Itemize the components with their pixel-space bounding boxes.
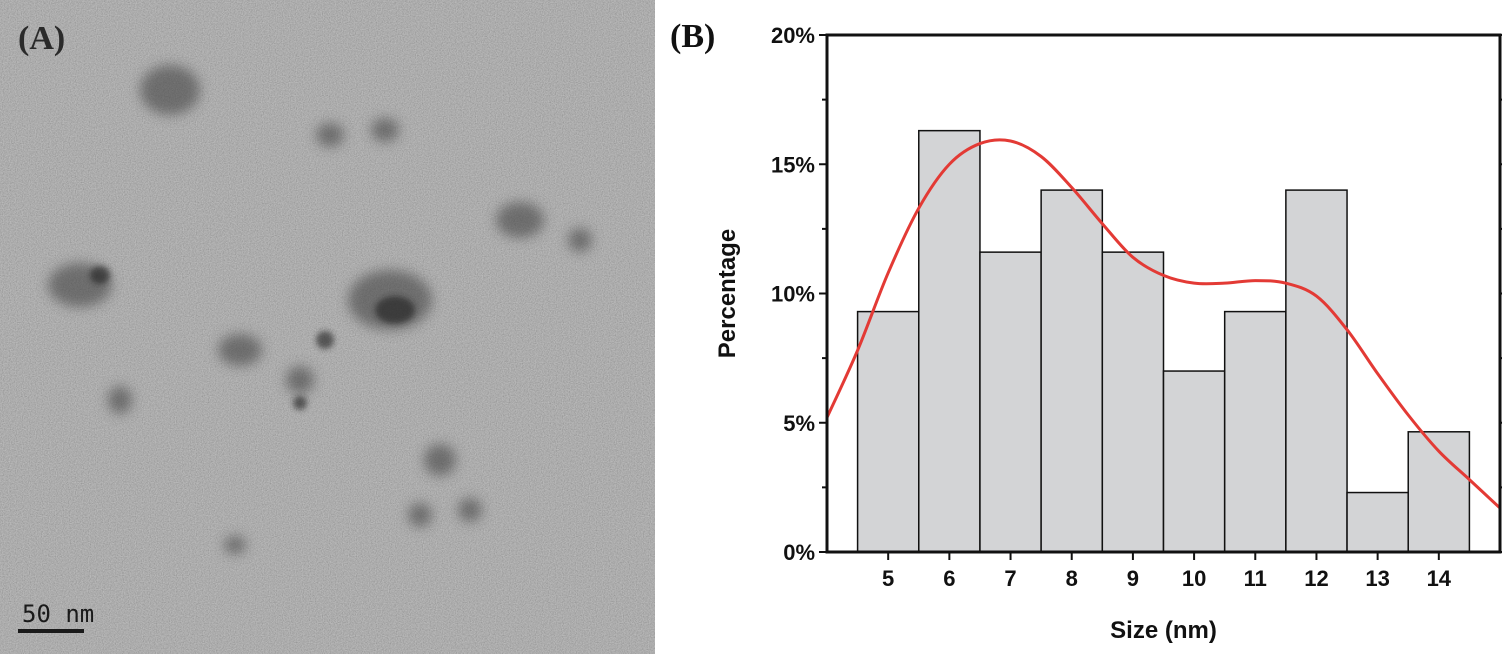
bar-5 <box>856 310 920 553</box>
x-tick-label: 8 <box>1066 566 1078 591</box>
panel-label-a: (A) <box>18 20 66 57</box>
fit-curve <box>825 138 1502 510</box>
x-tick-label: 14 <box>1427 566 1452 591</box>
y-tick-label: 5% <box>783 411 815 436</box>
x-tick-labels: 5 6 7 8 9 10 11 12 13 14 <box>882 566 1452 591</box>
x-tick-label: 7 <box>1004 566 1016 591</box>
bar-12 <box>1285 189 1348 553</box>
x-tick-label: 5 <box>882 566 894 591</box>
y-tick-label: 20% <box>771 23 815 48</box>
axis-ticks <box>819 34 1502 560</box>
bar-9 <box>1101 251 1165 553</box>
panel-label-b: (B) <box>670 18 716 55</box>
scale-bar-label: 50 nm <box>22 600 95 628</box>
histogram-chart: 0%5%10%15%20% 5 6 7 8 9 10 11 12 13 14 Size (nm) … <box>714 23 1502 644</box>
bar-8 <box>1040 189 1104 553</box>
tem-micrograph: (A) 50 nm <box>0 0 655 654</box>
x-tick-label: 6 <box>943 566 955 591</box>
y-tick-label: 0% <box>783 540 815 565</box>
y-tick-labels: 0% 5% 10% 15% 20% <box>771 23 815 565</box>
x-tick-label: 10 <box>1182 566 1206 591</box>
bars-group <box>856 129 1471 553</box>
bar-10 <box>1162 370 1226 553</box>
bar-13 <box>1346 491 1409 553</box>
x-tick-label: 9 <box>1127 566 1139 591</box>
y-tick-label: 15% <box>771 152 815 177</box>
x-tick-label: 13 <box>1365 566 1389 591</box>
x-axis-title: Size (nm) <box>1110 617 1217 644</box>
y-axis-title: Percentage <box>714 229 741 358</box>
bar-11 <box>1223 310 1287 553</box>
scale-bar <box>18 629 84 633</box>
y-tick-label: 10% <box>771 282 815 307</box>
x-tick-label: 12 <box>1304 566 1328 591</box>
tem-image <box>0 0 655 654</box>
x-tick-label: 11 <box>1244 566 1267 591</box>
bar-7 <box>979 251 1042 553</box>
